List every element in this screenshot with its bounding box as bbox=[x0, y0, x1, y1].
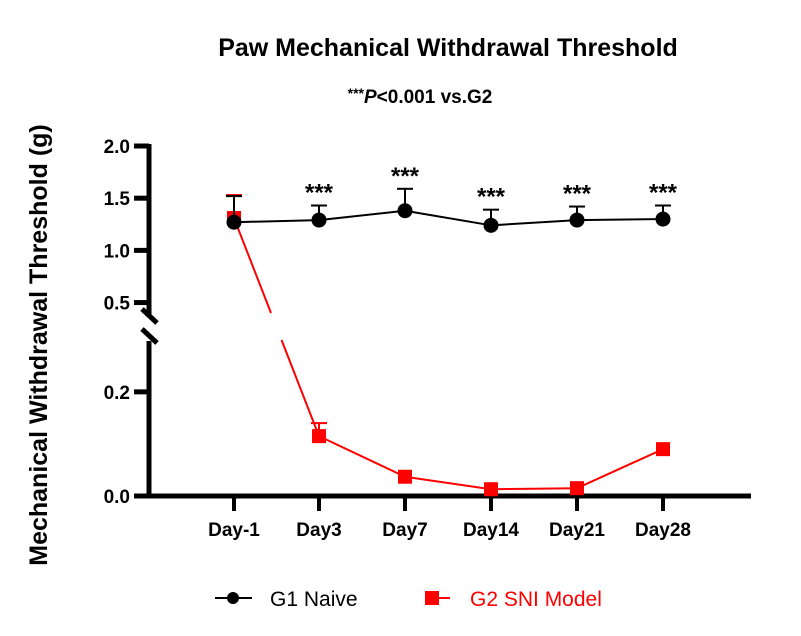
series-line-segment bbox=[233, 219, 320, 224]
subtitle-stars: *** bbox=[348, 85, 365, 101]
series-line-segment bbox=[280, 339, 320, 437]
x-tick-label: Day21 bbox=[549, 520, 605, 541]
y-tick-label: 0.2 bbox=[104, 383, 130, 404]
y-tick-label: 0.5 bbox=[104, 294, 131, 315]
x-tick-label: Day28 bbox=[635, 520, 691, 541]
significance-label: *** bbox=[477, 184, 506, 211]
data-point bbox=[656, 442, 670, 457]
series-line-segment bbox=[233, 217, 272, 314]
series-g2 bbox=[226, 194, 670, 497]
y-tick-label: 1.5 bbox=[104, 189, 131, 210]
legend-g2-label: G2 SNI Model bbox=[470, 588, 602, 611]
axis-break-mark bbox=[140, 307, 159, 325]
chart-title: Paw Mechanical Withdrawal Threshold bbox=[218, 34, 678, 62]
series-line-segment bbox=[490, 219, 578, 227]
x-tick-label: Day14 bbox=[463, 520, 519, 541]
subtitle-p: P bbox=[364, 87, 377, 108]
series-line-segment bbox=[318, 435, 406, 478]
legend-g1-marker bbox=[227, 592, 239, 604]
legend-item-g2: G2 SNI Model bbox=[425, 588, 602, 611]
data-point bbox=[569, 212, 585, 228]
y-tick-label: 2.0 bbox=[104, 137, 130, 158]
legend: G1 Naive G2 SNI Model bbox=[215, 588, 602, 611]
legend-g1-label: G1 Naive bbox=[270, 588, 358, 611]
legend-item-g1: G1 Naive bbox=[215, 588, 358, 611]
x-tick-label: Day3 bbox=[296, 520, 341, 541]
data-point bbox=[570, 481, 584, 496]
data-point bbox=[484, 482, 498, 497]
annotations: *** *** *** *** *** bbox=[305, 163, 678, 211]
chart-subtitle: ***P<0.001 vs.G2 bbox=[348, 85, 493, 108]
data-point bbox=[397, 203, 413, 219]
series-line-segment bbox=[404, 209, 492, 227]
axis-break-mark bbox=[140, 327, 159, 345]
significance-label: *** bbox=[563, 181, 592, 208]
series-layer bbox=[226, 187, 671, 497]
y-tick-label: 1.0 bbox=[104, 241, 130, 262]
significance-label: *** bbox=[305, 179, 334, 206]
legend-g2-marker bbox=[425, 591, 439, 605]
data-point bbox=[311, 212, 327, 228]
series-line-segment bbox=[576, 448, 664, 490]
data-point bbox=[483, 217, 499, 233]
series-line-segment bbox=[404, 475, 492, 491]
series-g1 bbox=[226, 187, 671, 233]
y-axis-label: Mechanical Withdrawal Threshold (g) bbox=[25, 124, 53, 566]
data-point bbox=[226, 214, 242, 230]
y-tick-label: 0.0 bbox=[104, 487, 130, 508]
series-line-segment bbox=[490, 487, 578, 491]
series-line-segment bbox=[576, 218, 664, 222]
series-line-segment bbox=[318, 209, 406, 222]
subtitle-rest: <0.001 vs.G2 bbox=[377, 87, 493, 108]
axes: 0.5 1.0 1.5 2.0 0.0 0.2 Day-1 Day3 Day7 Day14 Day2… bbox=[104, 137, 751, 541]
data-point bbox=[312, 429, 326, 444]
x-tick-label: Day7 bbox=[382, 520, 427, 541]
significance-label: *** bbox=[649, 179, 678, 206]
data-point bbox=[398, 469, 412, 484]
data-point bbox=[655, 211, 671, 227]
significance-label: *** bbox=[391, 163, 420, 190]
x-tick-label: Day-1 bbox=[208, 520, 260, 541]
